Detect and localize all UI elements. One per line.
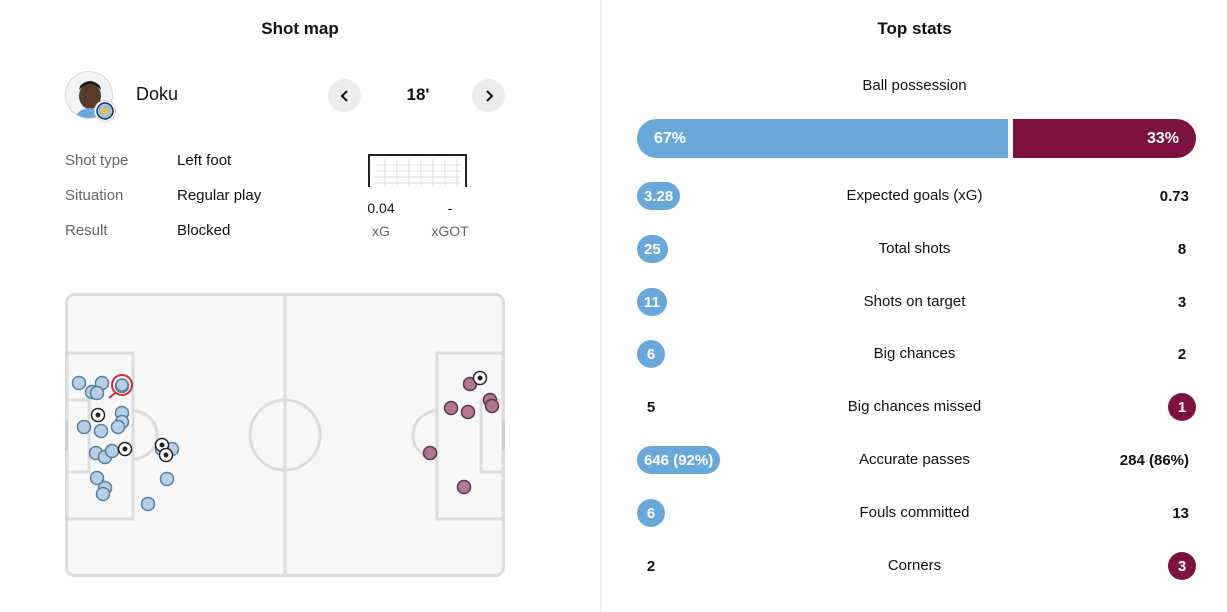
left-goal [65, 420, 68, 450]
stat-row: Shots on target 11 3 [602, 287, 1227, 317]
stat-home-value: 3.28 [637, 182, 681, 210]
xgot-value: - [447, 200, 453, 216]
stat-label: Total shots [878, 240, 951, 257]
home-shot-marker[interactable] [159, 471, 175, 487]
away-shot-marker[interactable] [422, 445, 438, 461]
stat-away-value: 1 [1168, 393, 1196, 421]
shot-markers[interactable] [71, 370, 500, 512]
away-shot-marker[interactable] [443, 400, 459, 416]
stat-label: Expected goals (xG) [846, 187, 983, 204]
stat-home-value: 6 [637, 340, 665, 368]
shot-minute: 18' [406, 85, 430, 104]
stat-label: Corners [887, 557, 942, 574]
player-photo-icon [74, 81, 106, 118]
shot-type-label: Shot type [65, 152, 129, 169]
panel-divider [600, 0, 602, 612]
away-shot-marker[interactable] [484, 398, 500, 414]
stat-label: Big chances [873, 345, 956, 362]
stat-away-value: 0.73 [1159, 187, 1189, 205]
stat-row: Accurate passes 646 (92%) 284 (86%) [602, 445, 1227, 475]
possession-label: Ball possession [862, 77, 967, 94]
shot-type-value: Left foot [177, 152, 232, 169]
stat-home-value: 5 [646, 398, 656, 416]
stat-row: Expected goals (xG) 3.28 0.73 [602, 181, 1227, 211]
home-shot-marker[interactable] [95, 486, 111, 502]
home-shot-marker[interactable] [89, 385, 105, 401]
xg-label: xG [372, 223, 390, 239]
home-shot-marker[interactable] [110, 419, 126, 435]
next-shot-button[interactable] [472, 79, 505, 112]
stat-away-value: 2 [1177, 345, 1187, 363]
team-crest-icon [94, 100, 116, 122]
away-shot-marker[interactable] [460, 404, 476, 420]
shot-map-pitch[interactable] [65, 293, 505, 577]
possession-home-bar: 67% [637, 119, 1008, 158]
right-goal [502, 420, 505, 450]
home-shot-marker[interactable] [104, 443, 120, 459]
previous-shot-button[interactable] [328, 79, 361, 112]
result-label: Result [65, 222, 108, 239]
chevron-left-icon [340, 89, 348, 102]
stat-away-value: 13 [1172, 504, 1189, 522]
possession-away-value: 33% [1146, 129, 1179, 147]
stat-away-value: 3 [1177, 293, 1187, 311]
stat-row: Big chances 6 2 [602, 339, 1227, 369]
shot-map-title: Shot map [261, 19, 339, 38]
home-shot-marker[interactable] [89, 470, 105, 486]
situation-label: Situation [65, 187, 124, 204]
player-avatar [65, 71, 113, 119]
home-shot-marker[interactable] [71, 375, 87, 391]
stat-label: Accurate passes [859, 451, 970, 468]
stat-away-value: 3 [1168, 552, 1196, 580]
stat-row: Corners 2 3 [602, 551, 1227, 581]
left-penalty-arc [132, 409, 159, 461]
stat-home-value: 11 [637, 288, 667, 316]
stat-label: Shots on target [863, 293, 966, 310]
stat-away-value: 8 [1177, 240, 1187, 258]
top-stats-title: Top stats [877, 19, 952, 38]
xg-value: 0.04 [367, 200, 395, 216]
player-name: Doku [136, 84, 179, 104]
home-goal-marker[interactable] [90, 407, 106, 423]
possession-home-value: 67% [654, 129, 687, 147]
stat-home-value: 2 [646, 557, 656, 575]
home-shot-marker[interactable] [93, 423, 109, 439]
stat-row: Fouls committed 6 13 [602, 498, 1227, 528]
center-circle [248, 398, 322, 472]
result-value: Blocked [177, 222, 231, 239]
top-stats-panel: Top stats Ball possession 67% 33% Expect… [602, 0, 1227, 612]
selected-shot-marker[interactable] [108, 374, 133, 399]
goal-frame-icon [368, 154, 467, 187]
possession-away-bar: 33% [1013, 119, 1196, 158]
shot-map-panel: Shot map Doku 18' Shot type Left foot Si… [0, 0, 600, 612]
chevron-right-icon [485, 89, 493, 102]
stat-home-value: 6 [637, 499, 665, 527]
home-goal-marker[interactable] [158, 447, 174, 463]
away-goal-marker[interactable] [472, 370, 488, 386]
stat-label: Fouls committed [859, 504, 970, 521]
xgot-label: xGOT [431, 223, 469, 239]
stat-home-value: 25 [637, 235, 668, 263]
away-shot-marker[interactable] [456, 479, 472, 495]
stat-row: Big chances missed 5 1 [602, 392, 1227, 422]
stat-label: Big chances missed [847, 398, 982, 415]
home-goal-marker[interactable] [117, 441, 133, 457]
stat-row: Total shots 25 8 [602, 234, 1227, 264]
home-shot-marker[interactable] [76, 419, 92, 435]
situation-value: Regular play [177, 187, 262, 204]
stat-home-value: 646 (92%) [637, 446, 721, 474]
home-shot-marker[interactable] [140, 496, 156, 512]
stat-away-value: 284 (86%) [1119, 451, 1189, 469]
